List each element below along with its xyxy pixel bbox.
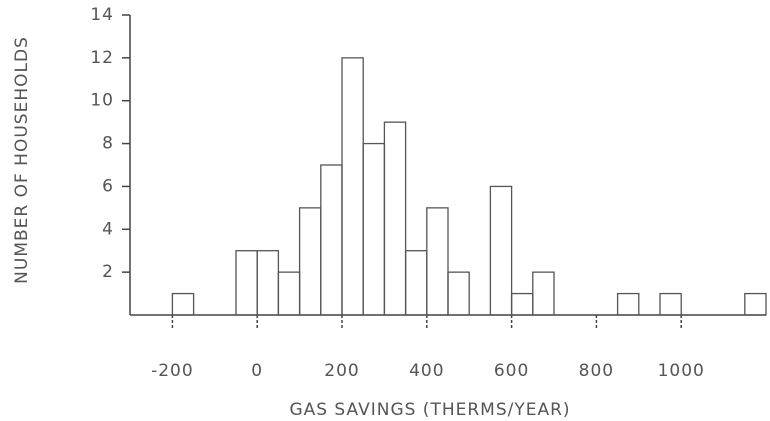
x-tick-label: 800 — [579, 361, 614, 381]
bar — [341, 57, 364, 316]
bar — [235, 250, 258, 316]
bar — [404, 250, 428, 316]
y-tick-label: 12 — [90, 48, 114, 68]
x-tick-label: 1000 — [658, 361, 705, 381]
bar — [171, 292, 195, 316]
bar — [616, 292, 640, 316]
bar — [510, 292, 534, 316]
bar — [532, 271, 555, 316]
bar — [426, 207, 449, 316]
x-axis-label: GAS SAVINGS (THERMS/YEAR) — [289, 400, 570, 420]
bar — [320, 164, 343, 316]
bar — [489, 185, 513, 316]
x-tick-label: 600 — [494, 361, 529, 381]
y-tick-label: 6 — [102, 176, 114, 196]
y-tick-label: 10 — [90, 91, 114, 111]
bar — [744, 292, 767, 316]
y-tick-label: 8 — [102, 134, 114, 154]
x-tick-label: 200 — [324, 361, 359, 381]
bar — [447, 271, 470, 316]
x-tick-label: -200 — [151, 361, 194, 381]
y-tick-label: 2 — [102, 262, 114, 282]
bar — [298, 207, 322, 316]
bar — [659, 292, 682, 316]
y-tick-label: 14 — [90, 5, 114, 25]
bar — [256, 250, 280, 316]
x-tick-label: 400 — [409, 361, 444, 381]
y-tick-label: 4 — [102, 219, 114, 239]
bar — [362, 142, 386, 316]
x-tick-label: 0 — [251, 361, 263, 381]
bar — [277, 271, 301, 316]
y-axis-label: NUMBER OF HOUSEHOLDS — [12, 36, 32, 284]
bar — [383, 121, 407, 316]
